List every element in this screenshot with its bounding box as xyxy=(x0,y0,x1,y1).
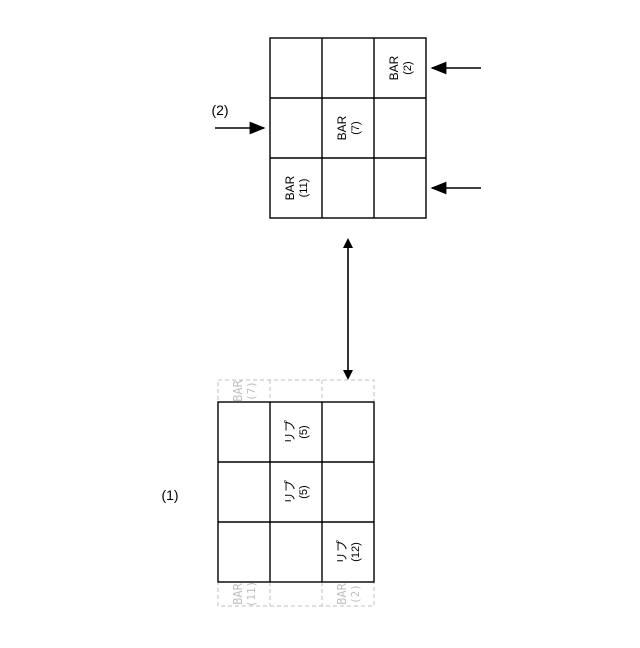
panel-2: BAR(2)BAR(7)BAR(11)(2) xyxy=(211,38,481,218)
svg-text:BAR: BAR xyxy=(231,379,245,401)
svg-text:BAR: BAR xyxy=(231,582,245,604)
svg-text:(11): (11) xyxy=(298,179,310,198)
svg-text:(2): (2) xyxy=(402,61,414,74)
svg-text:(5): (5) xyxy=(298,485,310,498)
svg-text:(11): (11) xyxy=(245,581,258,608)
panel-1-label: (1) xyxy=(161,487,178,503)
svg-text:BAR: BAR xyxy=(335,582,349,604)
svg-text:リプ: リプ xyxy=(335,540,349,564)
svg-text:BAR: BAR xyxy=(283,175,297,200)
svg-text:リプ: リプ xyxy=(283,420,297,444)
svg-text:(5): (5) xyxy=(298,425,310,438)
svg-text:BAR: BAR xyxy=(335,115,349,140)
svg-text:(12): (12) xyxy=(350,542,362,562)
svg-text:(2): (2) xyxy=(349,584,362,604)
connector-arrow-up xyxy=(343,238,353,248)
connector-arrow-down xyxy=(343,370,353,380)
svg-text:(7): (7) xyxy=(350,121,362,134)
svg-text:リプ: リプ xyxy=(283,480,297,504)
diagram-root: BAR(2)BAR(7)BAR(11)(2)リプ(5)リプ(5)リプ(12)BA… xyxy=(0,0,640,648)
panel-2-label: (2) xyxy=(211,102,228,118)
svg-text:BAR: BAR xyxy=(387,55,401,80)
svg-text:(7): (7) xyxy=(245,381,258,401)
panel-1: リプ(5)リプ(5)リプ(12)BAR(7)BAR(11)BAR(2)(1) xyxy=(161,379,374,607)
